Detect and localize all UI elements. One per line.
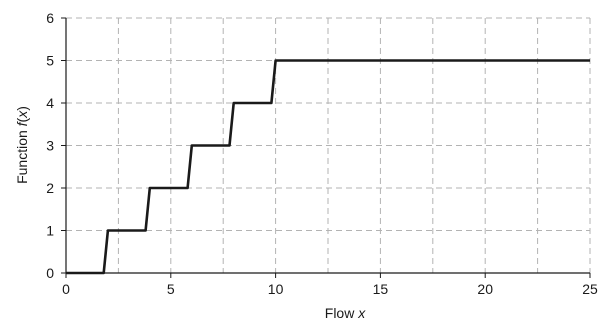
x-tick-label: 5 [167,281,175,297]
y-tick-labels: 0 1 2 3 4 5 6 [46,10,54,281]
x-tick-label: 20 [477,281,493,297]
series-layer [66,59,590,275]
y-tick-label: 0 [46,265,54,281]
x-tick-label: 25 [582,281,598,297]
y-tick-label: 1 [46,223,54,239]
x-axis-title: Flow x [325,305,366,321]
y-axis-title: Function f(x) [14,106,30,184]
grid-lines [66,17,591,273]
x-tick-label: 15 [373,281,389,297]
x-tick-label: 0 [62,281,70,297]
x-tick-label: 10 [268,281,284,297]
y-tick-label: 5 [46,53,54,69]
y-tick-label: 3 [46,138,54,154]
axes [61,17,591,278]
x-tick-labels: 0 5 10 15 20 25 [62,281,598,297]
y-tick-label: 2 [46,180,54,196]
step-function-line [66,59,590,275]
y-tick-label: 6 [46,10,54,26]
y-tick-label: 4 [46,95,54,111]
